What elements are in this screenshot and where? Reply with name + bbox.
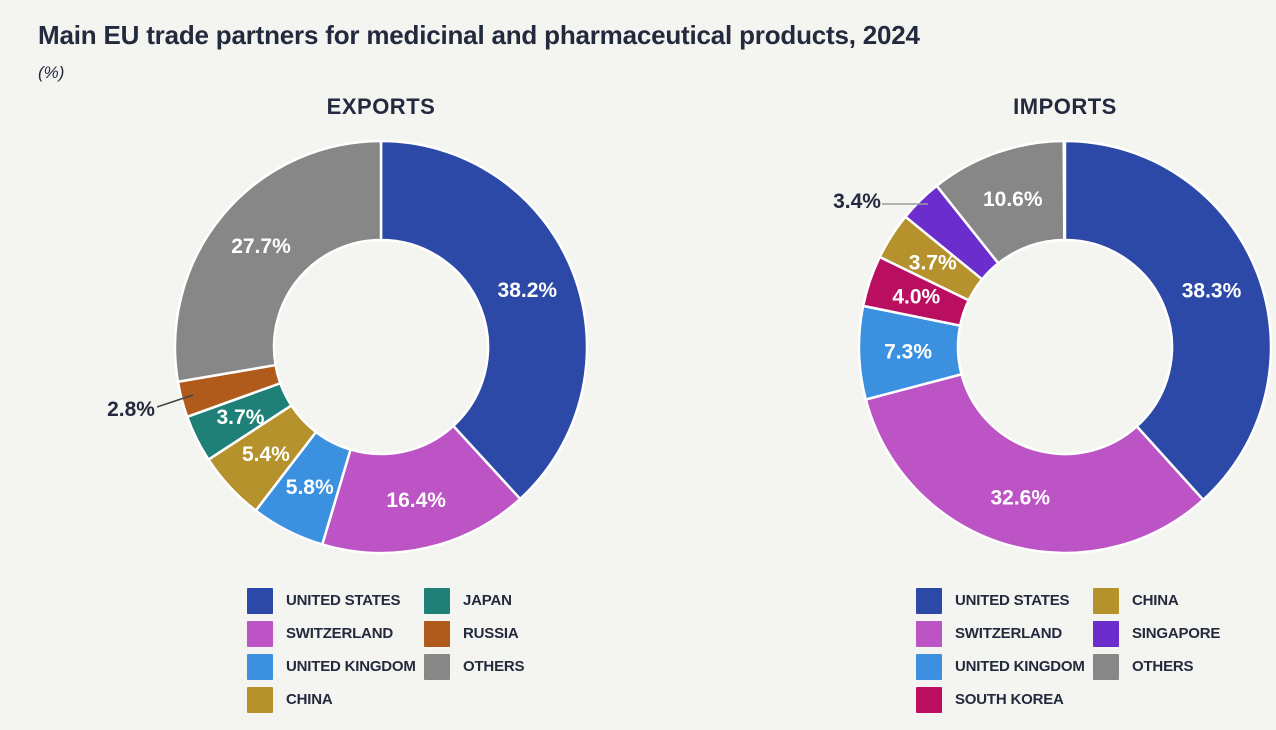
exports-legend-item-russia: RUSSIA [424,617,601,650]
exports-legend-swatch-others [424,653,450,680]
imports-slice-others [935,139,1066,265]
imports-legend-label-others: OTHERS [1132,658,1194,675]
exports-value-label-russia: 2.8% [107,398,155,421]
imports-legend-label-united-states: UNITED STATES [955,592,1070,609]
imports-value-label-switzerland: 32.6% [990,486,1050,509]
page-subtitle: (%) [38,63,65,82]
imports-legend-item-switzerland: SWITZERLAND [916,617,1093,650]
exports-chart-title: EXPORTS [326,94,436,119]
imports-legend-label-singapore: SINGAPORE [1132,625,1221,642]
exports-legend-swatch-united-states [247,587,273,614]
imports-legend-swatch-others [1093,653,1119,680]
exports-legend-label-russia: RUSSIA [463,625,519,642]
imports-legend: UNITED STATES SWITZERLAND UNITED KINGDOM SO… [916,584,1270,716]
imports-slice-switzerland [864,373,1205,555]
exports-legend-item-united-kingdom: UNITED KINGDOM [247,650,424,683]
imports-value-label-others: 10.6% [983,188,1043,211]
imports-chart-title: IMPORTS [1013,94,1117,119]
imports-value-label-united-kingdom: 7.3% [884,340,932,363]
imports-legend-swatch-china [1093,587,1119,614]
exports-legend-label-others: OTHERS [463,658,525,675]
exports-legend-item-united-states: UNITED STATES [247,584,424,617]
exports-slice-united-states [379,139,589,501]
imports-slice-united-states [1063,139,1273,502]
imports-legend-label-china: CHINA [1132,592,1179,609]
imports-legend-label-united-kingdom: UNITED KINGDOM [955,658,1085,675]
imports-legend-swatch-united-kingdom [916,653,942,680]
exports-legend-swatch-united-kingdom [247,653,273,680]
imports-legend-swatch-singapore [1093,620,1119,647]
imports-legend-item-south-korea: SOUTH KOREA [916,683,1093,716]
imports-legend-item-singapore: SINGAPORE [1093,617,1270,650]
exports-value-label-others: 27.7% [231,235,291,258]
exports-legend-item-switzerland: SWITZERLAND [247,617,424,650]
exports-legend-item-china: CHINA [247,683,424,716]
exports-slice-others [173,139,383,384]
exports-slice-switzerland [321,424,522,555]
exports-legend-swatch-russia [424,620,450,647]
exports-legend-swatch-japan [424,587,450,614]
exports-legend-label-japan: JAPAN [463,592,512,609]
imports-legend-item-united-states: UNITED STATES [916,584,1093,617]
exports-legend-label-switzerland: SWITZERLAND [286,625,393,642]
imports-value-label-united-states: 38.3% [1182,280,1242,303]
imports-legend-label-south-korea: SOUTH KOREA [955,691,1064,708]
imports-legend-item-others: OTHERS [1093,650,1270,683]
imports-value-label-singapore: 3.4% [833,190,881,213]
imports-legend-swatch-switzerland [916,620,942,647]
imports-value-label-south-korea: 4.0% [892,286,940,309]
exports-donut-chart: 38.2% 16.4% 5.8% 5.4% 3.7% 2.8% 27.7% [107,139,589,555]
exports-value-label-united-states: 38.2% [498,279,558,302]
imports-legend-swatch-united-states [916,587,942,614]
exports-legend-label-united-kingdom: UNITED KINGDOM [286,658,416,675]
exports-value-label-switzerland: 16.4% [386,489,446,512]
imports-value-label-china: 3.7% [909,251,957,274]
exports-legend-label-united-states: UNITED STATES [286,592,401,609]
exports-legend-item-japan: JAPAN [424,584,601,617]
exports-legend-swatch-china [247,686,273,713]
exports-legend-label-china: CHINA [286,691,333,708]
imports-legend-swatch-south-korea [916,686,942,713]
imports-legend-item-united-kingdom: UNITED KINGDOM [916,650,1093,683]
imports-legend-label-switzerland: SWITZERLAND [955,625,1062,642]
exports-value-label-china: 5.4% [242,443,290,466]
exports-value-label-japan: 3.7% [217,406,265,429]
exports-legend: UNITED STATES SWITZERLAND UNITED KINGDOM CH… [247,584,601,716]
exports-legend-swatch-switzerland [247,620,273,647]
exports-leader-line-russia [156,394,194,408]
imports-legend-item-china: CHINA [1093,584,1270,617]
page-title: Main EU trade partners for medicinal and… [38,20,920,50]
imports-donut-chart: 38.3% 32.6% 7.3% 4.0% 3.7% 3.4% 10.6% [833,139,1273,555]
exports-legend-item-others: OTHERS [424,650,601,683]
exports-value-label-united-kingdom: 5.8% [286,476,334,499]
